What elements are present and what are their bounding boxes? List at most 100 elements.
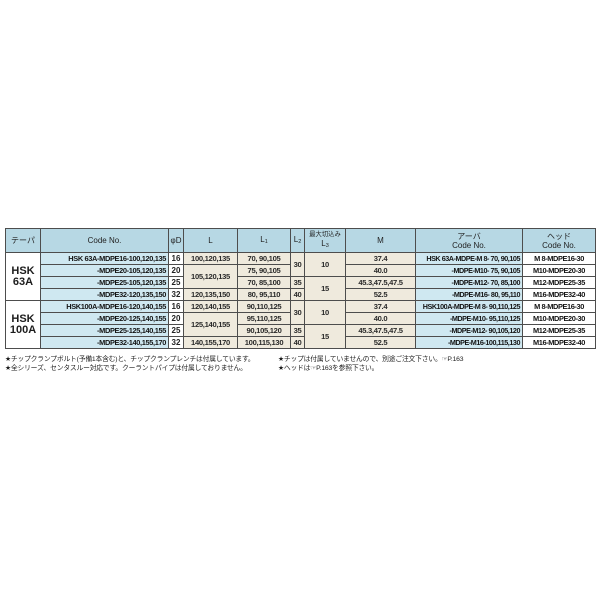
arbor-code-cell: HSK 63A-MDPE-M 8- 70, 90,105 (415, 252, 523, 265)
l2-cell: 30 (290, 252, 305, 277)
arbor-code-cell: -MDPE-M10- 95,110,125 (415, 312, 523, 325)
footnote-line: ★全シリーズ、センタスルー対応です。クーラントパイプは付属しておりません。 (5, 365, 247, 372)
l1-sub: 1 (264, 238, 268, 245)
table-row: -MDPE25-125,140,155 25 90,105,120 35 15 … (6, 324, 596, 349)
col-header-phi-d: φD (168, 228, 184, 253)
table-row: -MDPE25-105,120,135 25 70, 85,100 35 15 … (6, 276, 596, 301)
l3-cell: 10 (304, 300, 346, 325)
arbor-code-cell: -MDPE-M16- 80, 95,110 (415, 288, 523, 301)
l3-line: L3 (306, 239, 345, 251)
l2-cell: 35 (290, 276, 305, 289)
arbor-code-cell: -MDPE-M16-100,115,130 (415, 336, 523, 349)
header-row: テーパ Code No. φD L L1 L2 最大切込み L3 M アーバ C… (5, 228, 596, 253)
head-code-cell: M16-MDPE32-40 (522, 288, 596, 301)
footnotes-left: ★チップクランプボルト(予備1本含む)と、チップクランプレンチは付属しています。… (5, 355, 255, 373)
max-cut-label: 最大切込み (309, 230, 341, 238)
l3-cell: 10 (304, 252, 346, 277)
taper-group-hsk63a: HSK 63A (5, 252, 41, 301)
l-cell: 125,140,155 (183, 312, 238, 337)
code-cell: -MDPE32-140,155,170 (40, 336, 169, 349)
head-code-cell: M 8-MDPE16-30 (522, 252, 596, 265)
col-header-m: M (345, 228, 416, 253)
l3-sub: 3 (325, 242, 329, 249)
phi-d-cell: 16 (168, 252, 184, 265)
arbor-code-cell: -MDPE-M10- 75, 90,105 (415, 264, 523, 277)
l-cell: 105,120,135 (183, 264, 238, 289)
taper-line2: 63A (12, 275, 34, 288)
l2-cell: 40 (290, 288, 305, 301)
taper-group-hsk100a: HSK 100A (5, 300, 41, 349)
spec-table: テーパ Code No. φD L L1 L2 最大切込み L3 M アーバ C… (5, 228, 596, 349)
col-header-l2: L2 (290, 228, 305, 253)
taper-label: HSK 100A (7, 313, 40, 336)
col-header-taper: テーパ (5, 228, 41, 253)
l1-cell: 100,115,130 (237, 336, 291, 349)
m-cell: 40.0 (345, 312, 416, 325)
phi-d-cell: 16 (168, 300, 184, 313)
l1-cell: 70, 90,105 (237, 252, 291, 265)
head-code-cell: M 8-MDPE16-30 (522, 300, 596, 313)
footnote-line: ★ヘッドは☞P.163を参照下さい。 (278, 365, 379, 372)
l1-cell: 90,110,125 (237, 300, 291, 313)
head-code-cell: M10-MDPE20-30 (522, 312, 596, 325)
footnote-line: ★チップは付属していませんので、別途ご注文下さい。☞P.163 (278, 356, 464, 363)
l3-cell: 15 (304, 324, 346, 349)
taper-line1: HSK (11, 313, 35, 325)
table-row: -MDPE20-105,120,135 20 105,120,135 75, 9… (6, 264, 596, 289)
phi-d-cell: 20 (168, 312, 184, 325)
col-header-code-no: Code No. (40, 228, 169, 253)
head-code-cell: M12-MDPE25-35 (522, 324, 596, 337)
arbor-code-cell: -MDPE-M12- 70, 85,100 (415, 276, 523, 289)
head-code-cell: M12-MDPE25-35 (522, 276, 596, 289)
l1-cell: 90,105,120 (237, 324, 291, 337)
m-cell: 45.3,47.5,47.5 (345, 324, 416, 337)
head-code-cell: M10-MDPE20-30 (522, 264, 596, 277)
l2-sub: 2 (298, 238, 302, 245)
l-cell: 140,155,170 (183, 336, 238, 349)
taper-label: HSK 63A (7, 265, 40, 288)
code-cell: -MDPE20-105,120,135 (40, 264, 169, 277)
l-cell: 120,140,155 (183, 300, 238, 313)
m-cell: 52.5 (345, 288, 416, 301)
m-cell: 37.4 (345, 252, 416, 265)
table-row: -MDPE32-120,135,150 32 120,135,150 80, 9… (6, 288, 596, 301)
phi-d-cell: 20 (168, 264, 184, 277)
l1-cell: 70, 85,100 (237, 276, 291, 289)
arbor-code-cell: HSK100A-MDPE-M 8- 90,110,125 (415, 300, 523, 313)
taper-line1: HSK (11, 265, 35, 277)
l2-cell: 40 (290, 336, 305, 349)
phi-d-cell: 25 (168, 324, 184, 337)
code-cell: -MDPE32-120,135,150 (40, 288, 169, 301)
code-cell: -MDPE20-125,140,155 (40, 312, 169, 325)
table-row: -MDPE32-140,155,170 32 140,155,170 100,1… (6, 336, 596, 349)
l1-cell: 75, 90,105 (237, 264, 291, 277)
table-row: HSK 63A HSK 63A-MDPE16-100,120,135 16 10… (5, 252, 596, 301)
phi-d-cell: 25 (168, 276, 184, 289)
m-cell: 45.3,47.5,47.5 (345, 276, 416, 289)
m-cell: 37.4 (345, 300, 416, 313)
arbor-code-label: Code No. (452, 240, 486, 250)
m-cell: 52.5 (345, 336, 416, 349)
col-header-l: L (183, 228, 238, 253)
col-header-l1: L1 (237, 228, 291, 253)
taper-line2: 100A (9, 323, 37, 336)
arbor-label: アーバ (457, 231, 481, 241)
footnotes-right: ★チップは付属していませんので、別途ご注文下さい。☞P.163 ★ヘッドは☞P.… (278, 355, 464, 373)
m-cell: 40.0 (345, 264, 416, 277)
col-header-arbor-code: アーバ Code No. (415, 228, 523, 253)
table-row: HSK 100A HSK100A-MDPE16-120,140,155 16 1… (5, 300, 596, 349)
l-cell: 100,120,135 (183, 252, 238, 265)
l2-cell: 30 (290, 300, 305, 325)
table-row: -MDPE20-125,140,155 20 125,140,155 95,11… (6, 312, 596, 337)
phi-d-cell: 32 (168, 288, 184, 301)
l1-base: L (260, 234, 265, 244)
col-header-head-code: ヘッド Code No. (522, 228, 596, 253)
code-cell: -MDPE25-105,120,135 (40, 276, 169, 289)
footnote-line: ★チップクランプボルト(予備1本含む)と、チップクランプレンチは付属しています。 (5, 356, 255, 363)
l2-base: L (293, 234, 299, 244)
code-cell: HSK100A-MDPE16-120,140,155 (40, 300, 169, 313)
head-code-label: Code No. (542, 240, 576, 250)
l3-cell: 15 (304, 276, 346, 301)
l-cell: 120,135,150 (183, 288, 238, 301)
